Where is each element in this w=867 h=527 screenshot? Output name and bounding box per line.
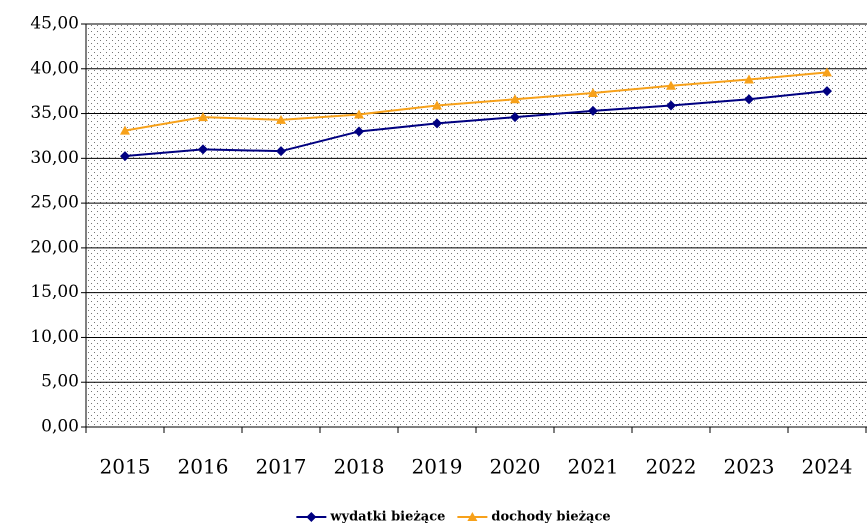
marker [666,80,676,90]
marker [276,114,286,124]
x-tick-label: 2017 [256,455,307,479]
marker [510,112,520,123]
y-tick-label: 45,00 [30,14,79,34]
y-tick-label: 10,00 [30,327,79,347]
y-tick-label: 0,00 [41,417,79,437]
marker [744,94,754,105]
y-tick-label: 15,00 [30,282,79,302]
x-tick-label: 2018 [334,455,385,479]
series-line [124,71,828,132]
legend-marker [467,512,478,521]
legend-label: dochody bieżące [491,510,610,525]
x-tick-label: 2023 [724,455,775,479]
marker [666,100,676,111]
marker [120,125,130,135]
legend: wydatki bieżące dochody bieżące [296,510,611,525]
y-tick-label: 30,00 [30,148,79,168]
marker [198,144,208,155]
series-line [124,90,828,158]
y-tick-label: 20,00 [30,237,79,257]
x-tick-label: 2020 [490,455,541,479]
marker [354,126,364,137]
x-tick-label: 2021 [568,455,619,479]
marker [822,67,832,77]
x-tick-label: 2016 [178,455,229,479]
marker [588,87,598,97]
y-tick-label: 40,00 [30,58,79,78]
marker [744,74,754,84]
legend-marker [306,512,317,522]
x-tick-label: 2024 [802,455,853,479]
marker [354,109,364,119]
x-tick-label: 2015 [100,455,151,479]
marker [432,118,442,129]
marker [198,112,208,122]
y-tick-label: 35,00 [30,103,79,123]
y-tick-label: 5,00 [41,372,79,392]
marker [276,146,286,157]
marker [432,100,442,110]
x-tick-label: 2019 [412,455,463,479]
marker [120,151,130,162]
legend-label: wydatki bieżące [329,510,445,525]
plot-area [86,24,867,427]
y-tick-label: 25,00 [30,193,79,213]
marker [510,94,520,104]
marker [822,86,832,97]
x-tick-label: 2022 [646,455,697,479]
marker [588,105,598,116]
